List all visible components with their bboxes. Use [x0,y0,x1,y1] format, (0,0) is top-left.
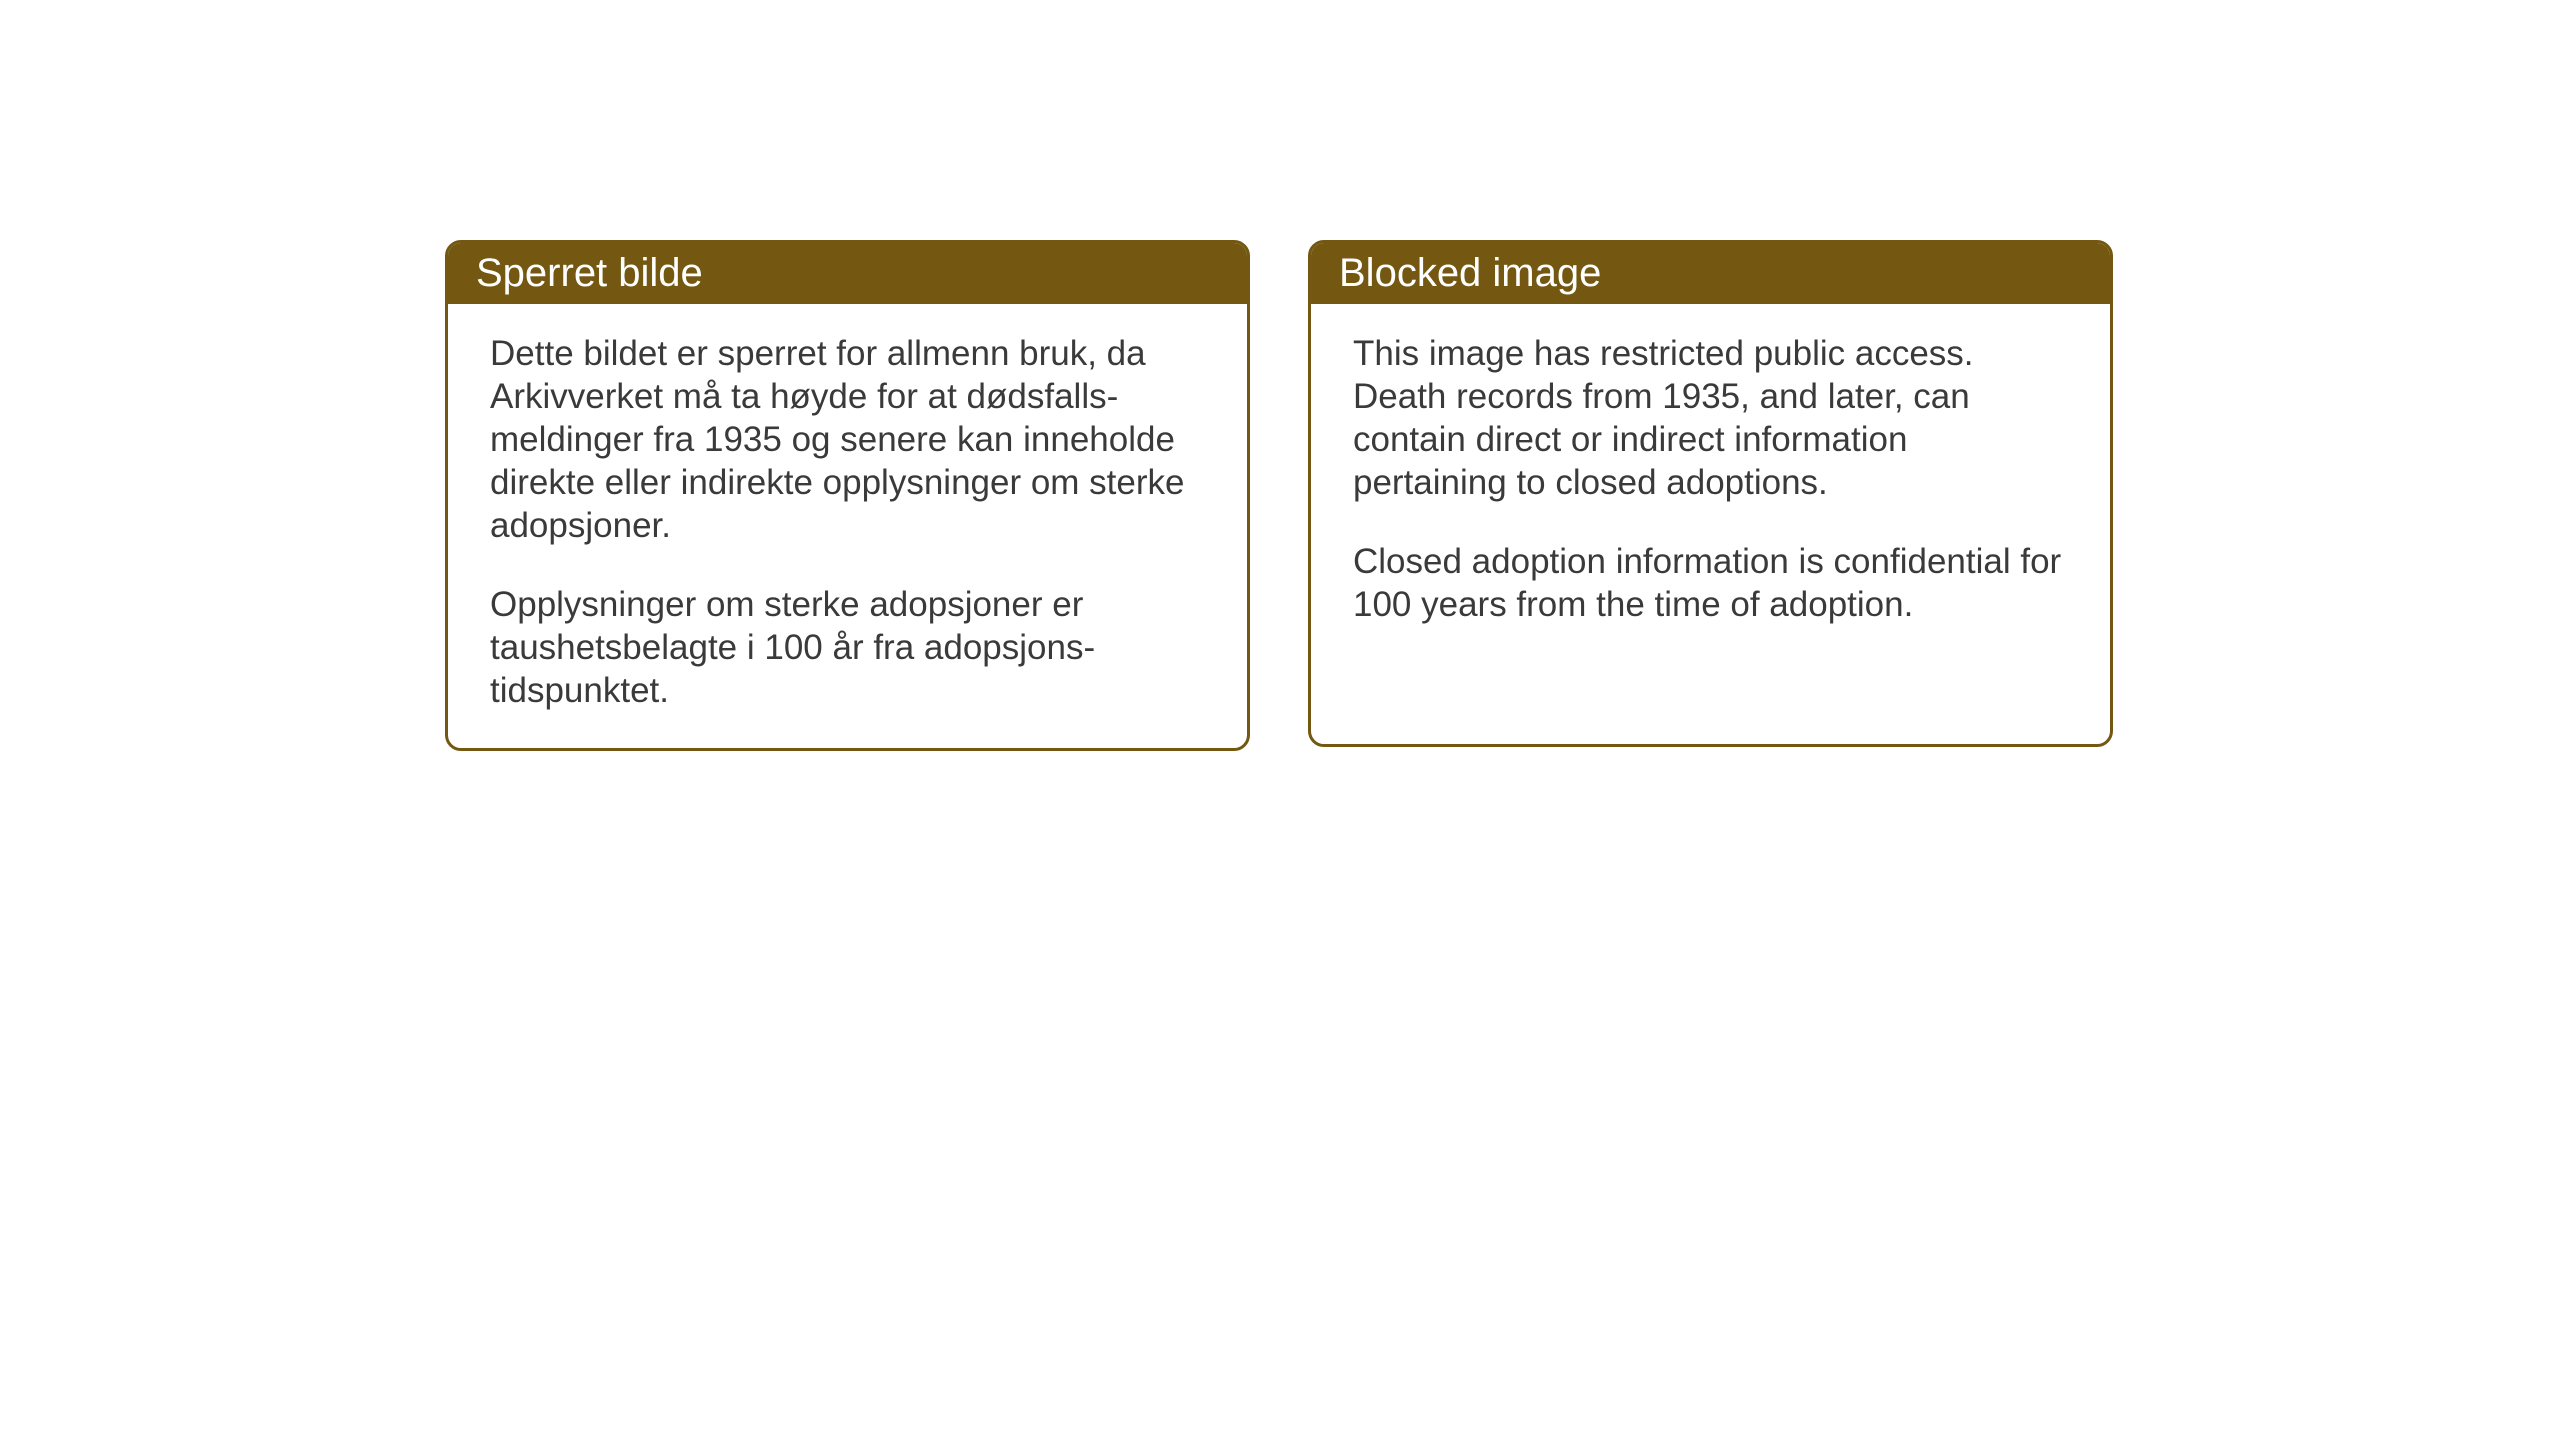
card-title: Sperret bilde [476,251,703,295]
card-header-norwegian: Sperret bilde [448,243,1247,304]
card-header-english: Blocked image [1311,243,2110,304]
card-paragraph: This image has restricted public access.… [1353,332,2068,504]
card-body-norwegian: Dette bildet er sperret for allmenn bruk… [448,304,1247,748]
card-paragraph: Dette bildet er sperret for allmenn bruk… [490,332,1205,547]
card-title: Blocked image [1339,251,1601,295]
notice-cards-container: Sperret bilde Dette bildet er sperret fo… [445,240,2113,751]
card-paragraph: Opplysninger om sterke adopsjoner er tau… [490,583,1205,712]
card-paragraph: Closed adoption information is confident… [1353,540,2068,626]
notice-card-norwegian: Sperret bilde Dette bildet er sperret fo… [445,240,1250,751]
notice-card-english: Blocked image This image has restricted … [1308,240,2113,747]
card-body-english: This image has restricted public access.… [1311,304,2110,662]
